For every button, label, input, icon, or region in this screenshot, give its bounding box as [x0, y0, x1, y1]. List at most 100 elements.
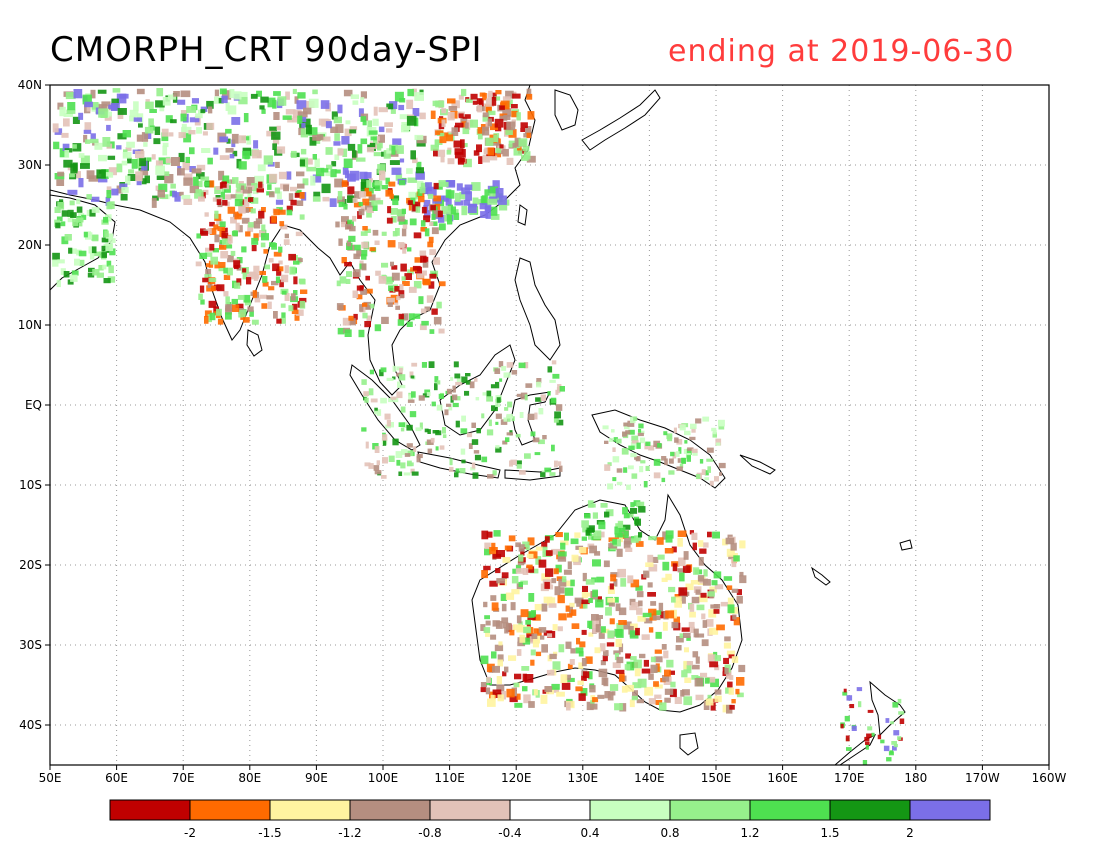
spi-cell — [358, 329, 365, 338]
spi-cell — [251, 237, 259, 245]
spi-cell — [349, 126, 358, 131]
spi-cell — [313, 191, 321, 197]
spi-cell — [374, 470, 382, 475]
spi-cell — [399, 294, 404, 299]
spi-cell — [612, 456, 620, 463]
spi-cell — [561, 682, 571, 690]
spi-cell — [361, 263, 367, 271]
spi-cell — [196, 127, 202, 134]
spi-cell — [430, 144, 439, 151]
spi-cell — [396, 209, 405, 217]
spi-cell — [357, 144, 363, 154]
spi-cell — [431, 227, 439, 235]
spi-cell — [506, 415, 511, 422]
spi-cell — [375, 270, 381, 276]
spi-cell — [511, 110, 518, 118]
spi-cell — [278, 171, 287, 180]
spi-cell — [513, 682, 520, 688]
spi-cell — [246, 177, 255, 187]
spi-cell — [308, 98, 319, 108]
spi-cell — [566, 702, 571, 711]
spi-cell — [456, 376, 462, 383]
spi-cell — [489, 547, 498, 555]
spi-cell — [843, 688, 847, 693]
spi-cell — [225, 194, 232, 200]
spi-cell — [227, 235, 233, 244]
spi-cell — [108, 167, 117, 176]
spi-cell — [728, 687, 734, 695]
spi-cell — [360, 91, 367, 99]
spi-cell — [337, 327, 345, 335]
spi-cell — [155, 100, 165, 108]
spi-cell — [885, 718, 890, 723]
spi-cell — [216, 199, 222, 205]
spi-cell — [235, 303, 244, 308]
spi-cell — [435, 130, 444, 135]
spi-cell — [732, 614, 737, 620]
spi-cell — [477, 133, 483, 140]
spi-cell — [639, 437, 646, 444]
land-philippines — [514, 257, 561, 361]
spi-cell — [636, 442, 641, 449]
spi-cell — [133, 117, 142, 122]
spi-cell — [480, 687, 487, 693]
spi-cell — [511, 416, 515, 422]
spi-cell — [578, 693, 586, 701]
land-taiwan — [517, 204, 528, 226]
colorbar-label: 0.8 — [660, 826, 679, 840]
spi-cell — [387, 206, 392, 214]
spi-cell — [484, 206, 491, 212]
spi-cell — [401, 228, 407, 237]
spi-cell — [464, 122, 469, 129]
spi-cell — [300, 148, 307, 155]
spi-cell — [312, 134, 322, 141]
spi-cell — [338, 238, 343, 246]
spi-cell — [377, 164, 386, 174]
spi-cell — [359, 304, 364, 312]
spi-cell — [258, 210, 265, 219]
spi-cell — [292, 88, 297, 94]
spi-cell — [216, 284, 225, 292]
spi-cell — [288, 193, 294, 201]
spi-cell — [336, 280, 341, 287]
spi-cell — [514, 702, 523, 708]
spi-cell — [155, 160, 163, 167]
spi-cell — [116, 185, 123, 194]
spi-cell — [221, 232, 229, 239]
spi-cell — [381, 231, 387, 236]
spi-cell — [407, 450, 414, 456]
spi-cell — [494, 644, 504, 652]
spi-cell — [440, 156, 445, 163]
spi-cell — [259, 294, 268, 299]
spi-cell — [502, 557, 511, 563]
spi-cell — [738, 664, 746, 673]
spi-cell — [441, 206, 451, 215]
spi-cell — [347, 143, 356, 151]
spi-cell — [454, 373, 461, 379]
spi-cell — [285, 109, 296, 115]
spi-cell — [503, 417, 508, 422]
spi-cell — [208, 300, 217, 308]
spi-cell — [607, 585, 615, 594]
spi-cell — [101, 252, 107, 258]
spi-cell — [214, 234, 220, 243]
spi-cell — [125, 175, 131, 185]
spi-cell — [506, 157, 514, 165]
spi-cell — [299, 192, 305, 199]
spi-cell — [551, 360, 557, 365]
spi-cell — [590, 703, 598, 710]
spi-cell — [368, 130, 378, 135]
spi-cell — [421, 206, 427, 214]
colorbar-swatch — [429, 799, 511, 821]
spi-cell — [57, 171, 65, 177]
spi-cell — [688, 621, 695, 628]
spi-cell — [492, 620, 500, 627]
spi-cell — [554, 460, 558, 468]
spi-cell — [504, 407, 509, 411]
spi-cell — [706, 458, 714, 462]
spi-cell — [299, 214, 305, 220]
spi-cell — [172, 190, 177, 198]
spi-cell — [549, 379, 556, 383]
spi-cell — [396, 391, 403, 399]
spi-cell — [407, 88, 414, 97]
